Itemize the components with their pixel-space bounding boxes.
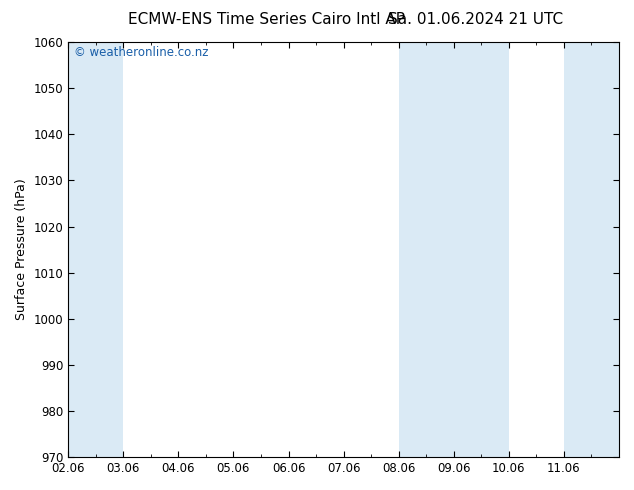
Text: Sa. 01.06.2024 21 UTC: Sa. 01.06.2024 21 UTC — [388, 12, 563, 27]
Bar — [399, 42, 454, 457]
Bar — [564, 42, 619, 457]
Y-axis label: Surface Pressure (hPa): Surface Pressure (hPa) — [15, 179, 28, 320]
Text: ECMW-ENS Time Series Cairo Intl AP: ECMW-ENS Time Series Cairo Intl AP — [128, 12, 404, 27]
Text: © weatheronline.co.nz: © weatheronline.co.nz — [74, 46, 208, 59]
Bar — [68, 42, 123, 457]
Bar — [454, 42, 509, 457]
